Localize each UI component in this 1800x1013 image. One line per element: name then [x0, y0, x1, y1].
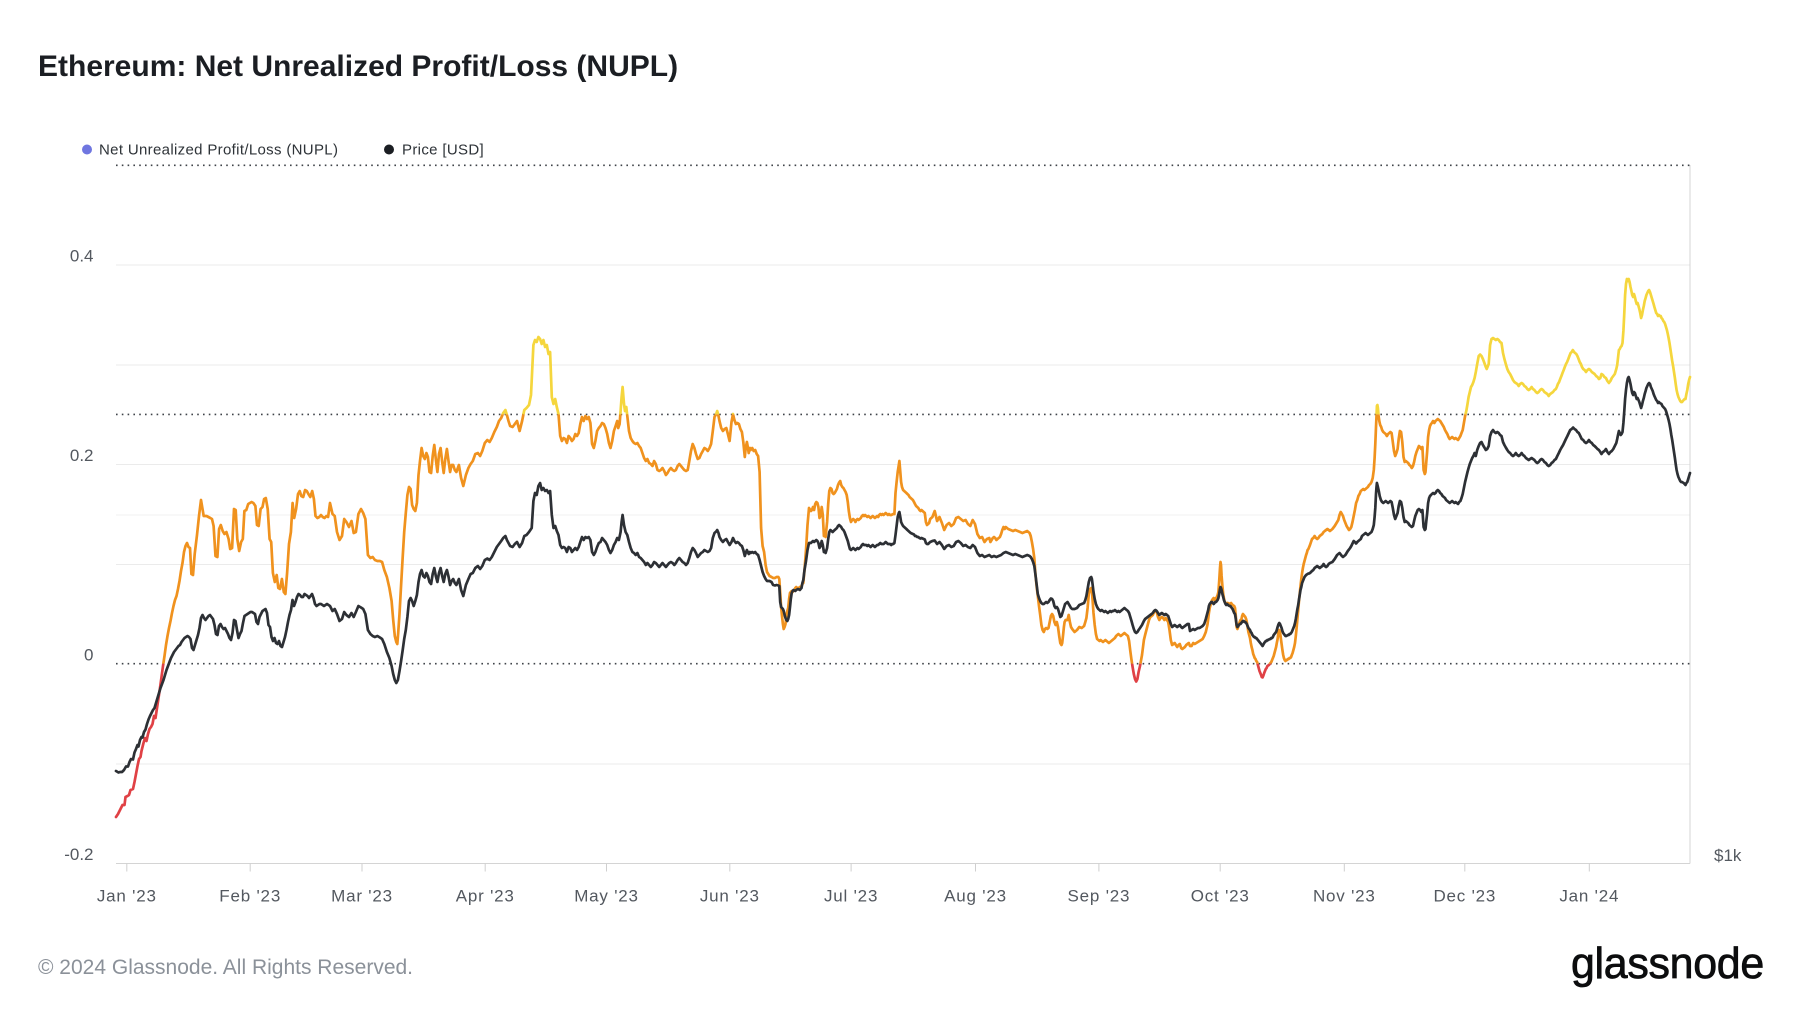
svg-text:Apr '23: Apr '23: [456, 887, 515, 906]
svg-text:Net Unrealized Profit/Loss (NU: Net Unrealized Profit/Loss (NUPL): [99, 142, 338, 159]
svg-text:-0.2: -0.2: [64, 845, 93, 864]
svg-text:Nov '23: Nov '23: [1313, 887, 1376, 906]
svg-text:0.4: 0.4: [70, 247, 94, 266]
svg-text:0: 0: [84, 646, 93, 665]
svg-text:Aug '23: Aug '23: [944, 887, 1007, 906]
svg-text:© 2024 Glassnode. All Rights R: © 2024 Glassnode. All Rights Reserved.: [38, 956, 413, 979]
svg-text:Ethereum: Net Unrealized Profi: Ethereum: Net Unrealized Profit/Loss (NU…: [38, 50, 678, 83]
svg-text:glassnode: glassnode: [1571, 940, 1764, 989]
svg-text:Oct '23: Oct '23: [1191, 887, 1250, 906]
svg-text:0.2: 0.2: [70, 446, 94, 465]
svg-text:$1k: $1k: [1714, 846, 1742, 865]
svg-text:Jan '23: Jan '23: [97, 887, 157, 906]
svg-text:Jul '23: Jul '23: [824, 887, 878, 906]
svg-text:Feb '23: Feb '23: [219, 887, 281, 906]
svg-text:Jun '23: Jun '23: [700, 887, 760, 906]
svg-text:Jan '24: Jan '24: [1559, 887, 1619, 906]
svg-text:Mar '23: Mar '23: [331, 887, 393, 906]
svg-text:Sep '23: Sep '23: [1068, 887, 1131, 906]
svg-text:May '23: May '23: [574, 887, 639, 906]
svg-text:Price [USD]: Price [USD]: [402, 142, 484, 159]
svg-text:Dec '23: Dec '23: [1433, 887, 1496, 906]
